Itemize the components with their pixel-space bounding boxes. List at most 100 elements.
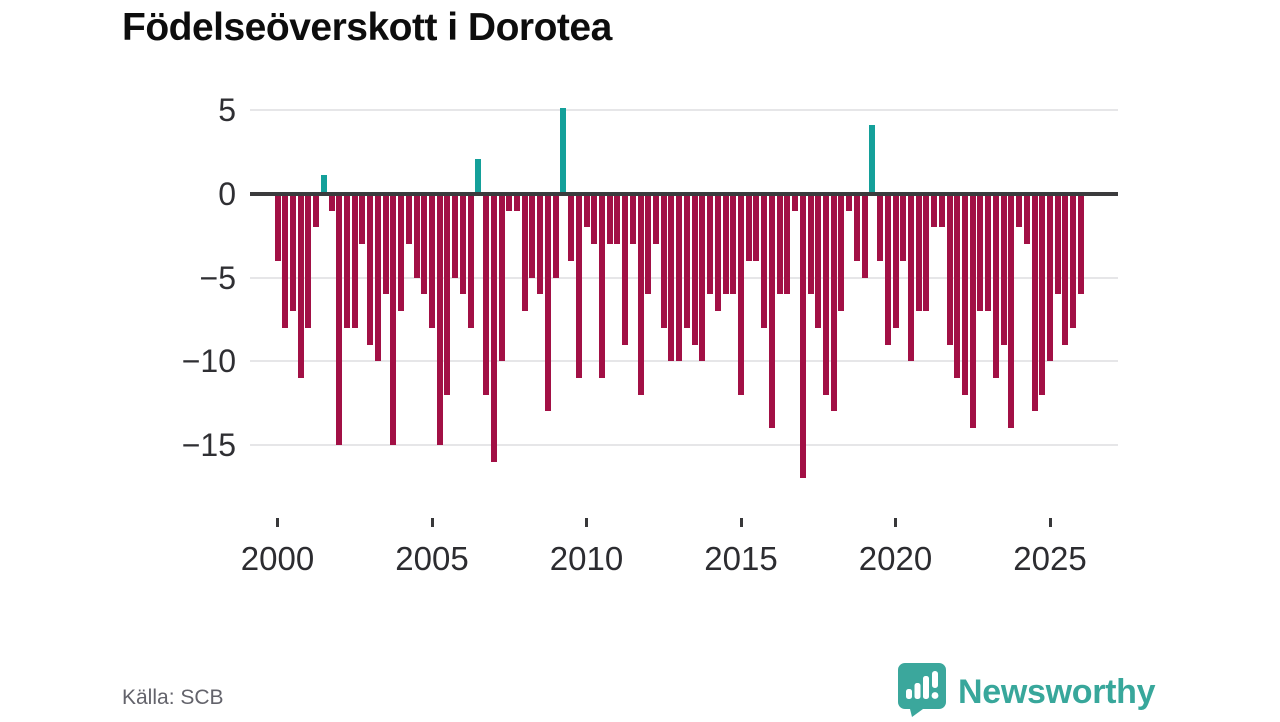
bar-2001-q3 bbox=[320, 175, 327, 192]
bar-2008-q4 bbox=[544, 196, 551, 412]
bar-2019-q4 bbox=[884, 196, 891, 345]
bar-2007-q3 bbox=[506, 196, 513, 211]
bar-2009-q2 bbox=[560, 108, 567, 192]
bar-2015-q2 bbox=[745, 196, 752, 261]
bar-2010-q4 bbox=[606, 196, 613, 245]
bar-2003-q2 bbox=[374, 196, 381, 362]
bar-2023-q1 bbox=[985, 196, 992, 312]
bar-2012-q4 bbox=[668, 196, 675, 362]
bar-2004-q2 bbox=[405, 196, 412, 245]
y-tick-label: 0 bbox=[218, 176, 236, 212]
chart-title: Födelseöverskott i Dorotea bbox=[122, 6, 612, 49]
bar-2017-q4 bbox=[822, 196, 829, 395]
bar-2010-q1 bbox=[583, 196, 590, 228]
bar-2011-q2 bbox=[622, 196, 629, 345]
bar-2003-q4 bbox=[390, 196, 397, 445]
bar-2000-q2 bbox=[282, 196, 289, 328]
bar-2025-q2 bbox=[1054, 196, 1061, 295]
bar-2021-q1 bbox=[923, 196, 930, 312]
bar-2002-q2 bbox=[344, 196, 351, 328]
gridline bbox=[250, 360, 1118, 363]
bar-2009-q4 bbox=[575, 196, 582, 379]
x-tick-label: 2015 bbox=[704, 540, 778, 577]
bar-2008-q2 bbox=[529, 196, 536, 278]
bar-2022-q3 bbox=[969, 196, 976, 429]
bar-2017-q1 bbox=[799, 196, 806, 479]
bar-2002-q1 bbox=[336, 196, 343, 445]
x-tick-label: 2005 bbox=[395, 540, 469, 577]
bar-2021-q3 bbox=[938, 196, 945, 228]
bar-2005-q4 bbox=[452, 196, 459, 278]
bar-2020-q2 bbox=[900, 196, 907, 261]
bar-2025-q4 bbox=[1070, 196, 1077, 328]
gridline bbox=[250, 109, 1118, 112]
bar-2023-q2 bbox=[992, 196, 999, 379]
bar-2009-q3 bbox=[568, 196, 575, 261]
bar-2012-q2 bbox=[653, 196, 660, 245]
bar-2016-q4 bbox=[792, 196, 799, 211]
bar-2020-q4 bbox=[915, 196, 922, 312]
bar-2007-q1 bbox=[490, 196, 497, 462]
bar-2000-q3 bbox=[289, 196, 296, 312]
bar-2004-q4 bbox=[421, 196, 428, 295]
bar-2024-q1 bbox=[1016, 196, 1023, 228]
bar-2024-q4 bbox=[1039, 196, 1046, 395]
y-tick-label: 5 bbox=[218, 92, 236, 129]
newsworthy-logo-icon bbox=[897, 662, 947, 722]
bar-2019-q2 bbox=[869, 125, 876, 192]
x-tick-label: 2020 bbox=[858, 540, 933, 577]
bar-2013-q2 bbox=[683, 196, 690, 328]
bar-2018-q4 bbox=[853, 196, 860, 261]
bar-2011-q1 bbox=[614, 196, 621, 245]
bar-2008-q1 bbox=[521, 196, 528, 312]
bar-2005-q2 bbox=[436, 196, 443, 445]
bar-2026-q1 bbox=[1077, 196, 1084, 295]
bar-2021-q4 bbox=[946, 196, 953, 345]
source-note: Källa: SCB bbox=[122, 686, 224, 709]
bar-2011-q3 bbox=[629, 196, 636, 245]
zero-line bbox=[250, 192, 1118, 196]
bar-2012-q3 bbox=[660, 196, 667, 328]
bar-2001-q1 bbox=[305, 196, 312, 328]
bar-2001-q2 bbox=[313, 196, 320, 228]
x-tick bbox=[739, 518, 743, 527]
bar-2015-q1 bbox=[738, 196, 744, 395]
bar-2004-q3 bbox=[413, 196, 420, 278]
x-tick bbox=[894, 518, 897, 527]
bar-2017-q3 bbox=[815, 196, 822, 328]
bar-2005-q1 bbox=[429, 196, 435, 328]
bar-2025-q3 bbox=[1062, 196, 1069, 345]
bar-2013-q3 bbox=[691, 196, 698, 345]
bar-2006-q1 bbox=[459, 196, 466, 295]
bar-2006-q4 bbox=[483, 196, 490, 395]
bar-2019-q1 bbox=[861, 196, 868, 278]
bar-2004-q1 bbox=[398, 196, 405, 312]
bar-2002-q3 bbox=[351, 196, 358, 328]
y-tick-label: −15 bbox=[181, 426, 236, 463]
bar-2003-q3 bbox=[382, 196, 389, 295]
y-tick-label: −10 bbox=[181, 343, 236, 380]
gridline bbox=[250, 443, 1118, 446]
bar-2019-q3 bbox=[877, 196, 884, 261]
bar-2022-q2 bbox=[962, 196, 969, 395]
bar-2020-q3 bbox=[907, 196, 914, 362]
bar-2015-q3 bbox=[753, 196, 760, 261]
bar-2018-q2 bbox=[838, 196, 845, 312]
bar-2012-q1 bbox=[645, 196, 652, 295]
bar-2024-q2 bbox=[1023, 196, 1030, 245]
bar-2016-q3 bbox=[784, 196, 791, 295]
x-tick-label: 2000 bbox=[240, 540, 315, 577]
bar-2025-q1 bbox=[1047, 196, 1053, 362]
bar-2000-q1 bbox=[274, 196, 281, 261]
bar-2022-q4 bbox=[977, 196, 984, 312]
bar-2002-q4 bbox=[359, 196, 366, 245]
bar-2010-q2 bbox=[591, 196, 598, 245]
y-tick-label: −5 bbox=[199, 259, 236, 296]
bar-2005-q3 bbox=[444, 196, 451, 395]
bar-2018-q1 bbox=[830, 196, 837, 412]
x-tick bbox=[430, 518, 434, 527]
bar-2020-q1 bbox=[892, 196, 899, 328]
bar-2022-q1 bbox=[954, 196, 961, 379]
bar-2008-q3 bbox=[537, 196, 544, 295]
